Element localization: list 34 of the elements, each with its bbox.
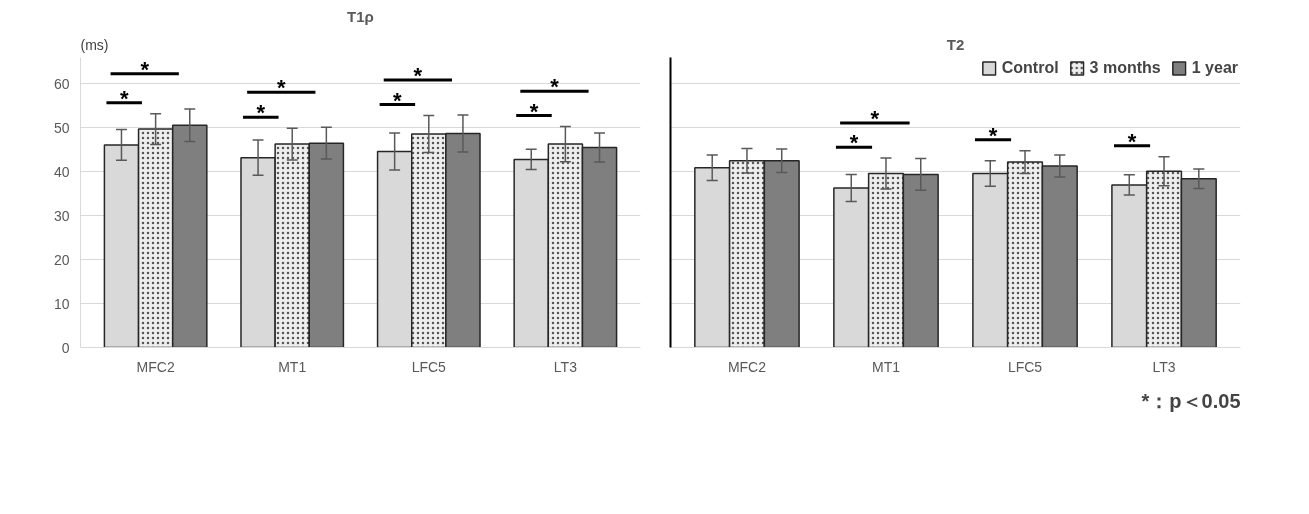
- x-tick-label: LT3: [553, 358, 578, 375]
- annotation: *: [119, 85, 129, 111]
- annotation: *: [849, 130, 859, 156]
- x-tick-label: LFC5: [1007, 358, 1043, 375]
- annotation: *: [256, 100, 266, 126]
- chart-title: T1ρ: [347, 7, 374, 25]
- annotation: *: [277, 75, 286, 101]
- x-tick-label: MFC2: [136, 358, 175, 375]
- legend-label: 3 months: [1089, 59, 1161, 77]
- y-axis-title: (ms): [80, 36, 109, 53]
- x-tick-label: MT1: [871, 358, 901, 375]
- chart-title: T2: [946, 35, 965, 53]
- x-tick-label: MFC2: [727, 358, 767, 375]
- y-tick-label: 30: [53, 207, 70, 224]
- annotation: *: [413, 62, 423, 88]
- y-tick-label: 40: [53, 163, 70, 180]
- x-tick-label: MT1: [278, 358, 307, 375]
- annotation: *: [529, 98, 539, 124]
- text: *：p＜0.05: [1141, 389, 1241, 412]
- annotation: *: [550, 74, 560, 100]
- y-tick-label: 50: [53, 119, 70, 136]
- annotation: *: [870, 105, 880, 131]
- annotation: *: [1127, 128, 1137, 154]
- y-tick-label: 0: [61, 339, 70, 356]
- x-tick-label: LFC5: [411, 358, 447, 375]
- legend-label: Control: [1001, 59, 1059, 77]
- annotation: *: [988, 122, 998, 148]
- x-tick-label: LT3: [1152, 358, 1176, 375]
- legend-label: 1 year: [1191, 59, 1238, 77]
- y-tick-label: 60: [53, 75, 70, 92]
- y-tick-label: 10: [53, 295, 70, 312]
- annotation: *: [393, 87, 403, 113]
- y-tick-label: 20: [53, 251, 70, 268]
- annotation: *: [140, 56, 150, 82]
